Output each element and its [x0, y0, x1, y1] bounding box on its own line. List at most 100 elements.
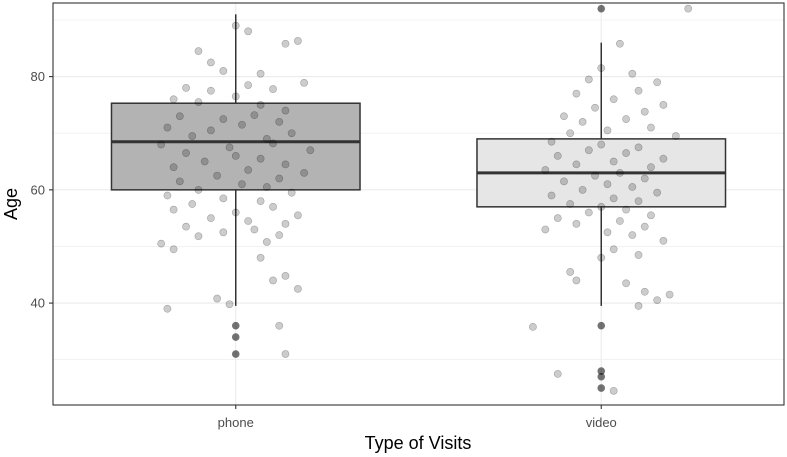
jitter-point	[262, 134, 271, 143]
jitter-point	[640, 107, 649, 116]
jitter-point	[269, 202, 277, 211]
jitter-point	[671, 132, 680, 140]
jitter-point	[609, 386, 618, 395]
jitter-point	[275, 321, 284, 330]
jitter-point	[541, 225, 550, 234]
jitter-point	[244, 217, 253, 225]
jitter-point	[553, 214, 562, 223]
jitter-point	[256, 154, 265, 163]
jitter-point	[244, 166, 253, 174]
jitter-point	[578, 118, 587, 126]
jitter-point	[175, 177, 184, 186]
jitter-point	[182, 149, 190, 157]
jitter-point	[287, 129, 296, 138]
jitter-point	[634, 197, 643, 206]
jitter-point	[659, 236, 668, 245]
jitter-point	[628, 183, 637, 191]
boxes-layer	[110, 4, 727, 392]
panel-border	[52, 2, 785, 406]
jitter-point	[659, 101, 668, 109]
outlier-point	[231, 333, 240, 341]
jitter-point	[634, 302, 643, 310]
jitter-point	[684, 4, 693, 13]
jitter-point	[647, 163, 655, 172]
jitter-point	[169, 205, 178, 214]
jitter-point	[250, 225, 259, 234]
jitter-point	[281, 106, 290, 115]
jitter-point	[603, 228, 612, 237]
jitter-point	[231, 21, 240, 30]
jitter-point	[244, 81, 253, 89]
jitter-point	[219, 228, 228, 237]
jitter-point	[200, 157, 209, 166]
jitter-point	[547, 137, 556, 146]
jitter-point	[188, 132, 197, 140]
jitter-point	[287, 188, 296, 197]
jitter-point	[609, 95, 618, 104]
y-axis-title: Age	[1, 188, 21, 220]
jitter-point	[206, 58, 215, 67]
jitter-point	[206, 126, 215, 135]
jitter-point	[194, 47, 203, 56]
jitter-point	[225, 300, 234, 309]
jitter-point	[597, 202, 606, 211]
y-axis: 40 60 80	[31, 69, 53, 311]
jitter-point	[281, 272, 290, 280]
jitter-point	[591, 103, 599, 112]
outlier-point	[597, 372, 606, 381]
jitter-point	[584, 208, 593, 217]
x-axis-title: Type of Visits	[365, 433, 472, 453]
jitter-point	[213, 171, 222, 180]
jitter-point	[659, 154, 668, 163]
jitter-point	[293, 211, 302, 220]
jitter-point	[219, 115, 228, 123]
jitter-point	[597, 140, 606, 149]
jitter-point	[591, 171, 599, 180]
jitter-point	[157, 140, 166, 149]
jitter-point	[572, 276, 581, 285]
outlier-point	[231, 321, 240, 330]
jitter-point	[163, 304, 172, 313]
jitter-point	[628, 231, 637, 240]
x-axis: phone video	[218, 405, 617, 430]
jitter-point	[640, 222, 649, 231]
jitter-point	[653, 188, 662, 197]
jitter-point	[615, 217, 624, 225]
jitter-points-layer	[157, 4, 693, 395]
y-tick-label: 80	[31, 69, 45, 84]
jitter-point	[269, 85, 277, 93]
jitter-point	[665, 290, 674, 299]
jitter-point	[219, 67, 228, 75]
jitter-point	[244, 27, 253, 36]
jitter-point	[188, 200, 197, 208]
jitter-point	[256, 197, 265, 206]
jitter-point	[269, 139, 277, 148]
jitter-point	[169, 163, 178, 172]
jitter-point	[169, 95, 178, 104]
jitter-point	[572, 219, 581, 228]
jitter-point	[653, 296, 662, 305]
jitter-point	[293, 285, 302, 293]
jitter-point	[634, 86, 643, 95]
jitter-point	[566, 268, 575, 276]
jitter-point	[547, 191, 556, 200]
jitter-point	[553, 369, 562, 378]
jitter-point	[634, 251, 643, 259]
jitter-point	[622, 205, 631, 214]
jitter-point	[603, 180, 612, 189]
jitter-point	[529, 322, 537, 331]
box-phone	[110, 102, 361, 191]
jitter-point	[653, 78, 662, 87]
jitter-point	[275, 118, 284, 126]
jitter-point	[640, 287, 649, 296]
jitter-point	[622, 115, 631, 123]
jitter-point	[566, 200, 575, 208]
jitter-point	[560, 177, 568, 186]
jitter-point	[281, 39, 290, 48]
jitter-point	[609, 194, 618, 203]
jitter-point	[615, 39, 624, 48]
x-tick-label: phone	[218, 415, 254, 430]
outlier-point	[597, 4, 606, 13]
jitter-point	[238, 180, 246, 189]
